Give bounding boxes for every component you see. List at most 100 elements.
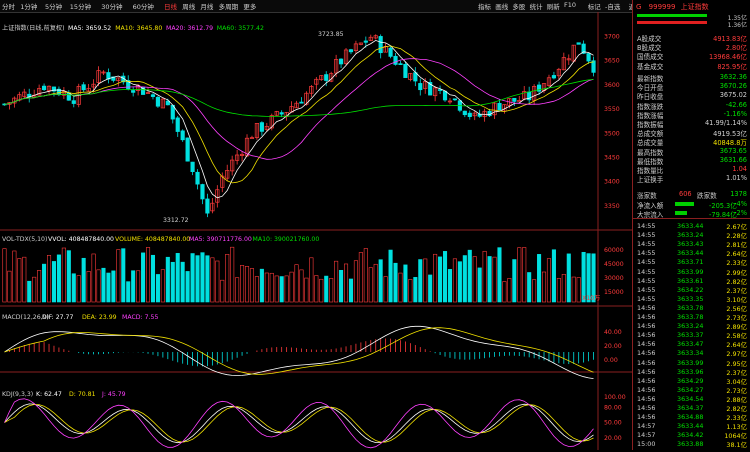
candle-body [551, 75, 557, 79]
toolbar-btn-2[interactable]: 多股 [512, 3, 526, 11]
quote-row: 指数振幅 41.99/1.14% [637, 119, 747, 129]
k-line [4, 403, 594, 444]
volume-bar [210, 257, 215, 303]
tick-time: 14:56 [637, 404, 656, 412]
tick-time: 14:56 [637, 394, 656, 403]
quote-row-label: 最高指数 [637, 148, 664, 157]
tick-volume: 2.33亿 [726, 414, 747, 423]
tick-price: 3633.24 [677, 231, 704, 240]
tick-row: 14:56 3634.37 2.82亿 [637, 404, 749, 413]
tick-price: 3633.44 [677, 222, 704, 230]
volume-bar [403, 264, 408, 303]
volume-bar [61, 247, 66, 303]
stat-row: 基金成交 825.95亿 [637, 61, 747, 71]
candle-body [428, 82, 433, 96]
period-tab-10[interactable]: 更多 [243, 3, 257, 11]
candle-body [452, 98, 458, 101]
flow-row: 净流入额 -205.3亿 -4% [637, 200, 747, 210]
volume-bar [96, 269, 101, 303]
tick-time: 14:55 [637, 285, 656, 294]
candle-body [215, 189, 220, 203]
period-tab-8[interactable]: 月线 [200, 3, 214, 11]
volume-bar [46, 255, 52, 303]
candle-body [259, 122, 264, 132]
period-tab-1[interactable]: 1分钟 [20, 3, 38, 11]
period-tab-4[interactable]: 30分钟 [101, 3, 123, 11]
macd-axis-label: 20.00 [604, 343, 622, 350]
tick-row: 14:55 3634.22 2.37亿 [637, 285, 749, 295]
stat-row-value: 2.80亿 [725, 44, 747, 53]
flow-pct: -2% [734, 209, 747, 218]
period-tab-6[interactable]: 日线 [164, 3, 177, 11]
toolbar-btn-0[interactable]: 指标 [478, 3, 491, 11]
candle-body [512, 97, 517, 102]
period-tab-0[interactable]: 分时 [2, 3, 15, 11]
volume-bar [408, 279, 413, 303]
price-axis-label: 3650 [604, 58, 620, 65]
vol-axis-label: 60000 [604, 247, 624, 254]
period-tab-5[interactable]: 60分钟 [132, 3, 154, 11]
quote-row-value: 3631.66 [719, 155, 747, 164]
volume-bar [532, 279, 537, 303]
tick-volume: 2.64亿 [726, 250, 747, 259]
tick-time: 14:56 [637, 340, 656, 349]
tick-time: 14:56 [637, 367, 656, 376]
period-tab-9[interactable]: 多周期 [218, 3, 239, 11]
candle-body [81, 84, 86, 91]
volume-bar [383, 276, 388, 303]
period-tab-2[interactable]: 5分钟 [45, 3, 63, 11]
quote-row-value: 3670.26 [719, 82, 747, 91]
toolbar-btn-4[interactable]: 刷新 [546, 3, 560, 11]
candle-body [111, 76, 116, 81]
toolbar-btn-6[interactable]: 标记 [587, 3, 601, 11]
volume-bar [502, 281, 507, 303]
volume-bar [591, 253, 596, 303]
tick-time: 14:56 [637, 349, 656, 358]
stat-row-label: 国债成交 [637, 53, 664, 62]
buy-bar-value: 1.35亿 [727, 15, 747, 22]
kdj-label: J: 45.79 [101, 391, 126, 398]
quote-row-value: 40848.8万 [713, 139, 747, 148]
quote-row: 总成交额 4919.53亿 [637, 128, 747, 138]
volume-bar [457, 261, 462, 303]
volume-bar [244, 266, 250, 303]
toolbar-btn-3[interactable]: 统计 [529, 3, 543, 11]
candle-body [91, 83, 96, 88]
toolbar-btn-7[interactable]: -自选 [605, 3, 621, 11]
volume-bar [546, 258, 552, 303]
volume-bar [76, 275, 81, 303]
macd-label: DIF: 27.77 [42, 314, 73, 321]
chart-area[interactable]: 3700 3650 3600 3550 3500 3450 3400 3350 3723.85 3… [0, 12, 632, 450]
flow-label: 大宗流入 [637, 211, 664, 220]
volume-bar [512, 259, 517, 303]
period-tab-7[interactable]: 周线 [182, 3, 196, 11]
candle-body [185, 137, 190, 162]
volume-bar [373, 263, 378, 303]
candle-body [71, 100, 76, 104]
candle-body [299, 101, 304, 104]
tick-price: 3633.34 [677, 349, 704, 358]
candle-body [378, 36, 383, 54]
volume-bar [106, 272, 111, 303]
volume-bar [160, 269, 165, 303]
quote-row-value: 3675.02 [719, 91, 747, 100]
volume-bar [527, 272, 532, 303]
volume-bar [235, 277, 240, 303]
kline-chart[interactable]: 3700 3650 3600 3550 3500 3450 3400 3350 3723.85 3… [0, 12, 632, 450]
period-tab-3[interactable]: 15分钟 [69, 3, 92, 11]
volume-bar [195, 255, 200, 303]
candle-body [41, 85, 47, 91]
candle-body [190, 161, 195, 173]
tick-volume: 2.81亿 [726, 241, 747, 250]
volume-bar [561, 274, 566, 303]
vol-label: VVOL: 408487840.00 [48, 236, 114, 243]
volume-bar [368, 267, 373, 303]
volume-bar [294, 264, 299, 303]
volume-bar [299, 269, 304, 303]
quote-row-value: 3632.36 [719, 73, 747, 81]
toolbar-btn-1[interactable]: 画线 [495, 3, 509, 11]
toolbar-btn-5[interactable]: F10 [564, 1, 577, 9]
stat-row-value: 4913.83亿 [713, 35, 747, 43]
candle-body [180, 130, 185, 141]
candle-body [304, 92, 309, 105]
